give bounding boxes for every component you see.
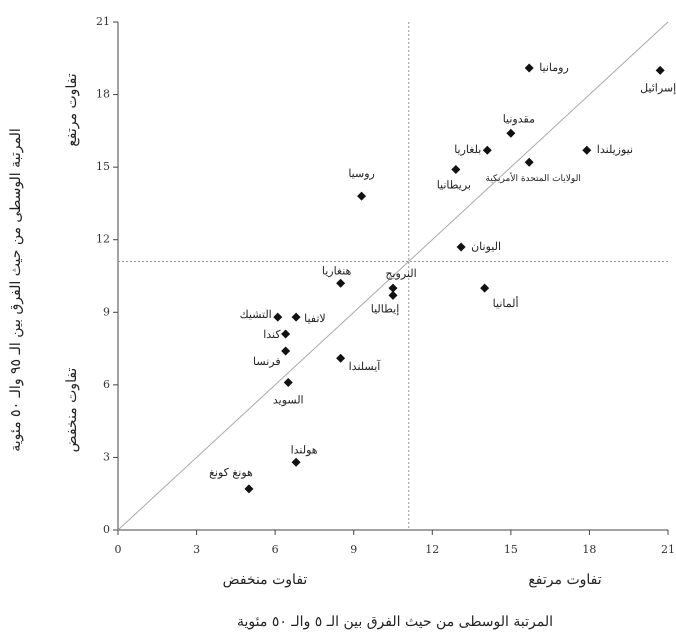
x-tick-label: 12 <box>425 543 439 556</box>
y-tick-label: 15 <box>96 160 110 173</box>
point-label: إسرائيل <box>640 81 676 94</box>
point-label: مقدونيا <box>503 112 535 125</box>
point <box>388 290 398 300</box>
y-axis-label: المرتبة الوسطى من حيث الفرق بين الـ ٩٥ و… <box>8 128 24 452</box>
point-label: النرويج <box>385 267 416 280</box>
x-tick-label: 0 <box>115 543 122 556</box>
y-tick-label: 0 <box>103 523 110 536</box>
x-high-label: تفاوت مرتفع <box>528 572 601 588</box>
point-label: بريطانيا <box>437 179 471 192</box>
point <box>291 312 301 322</box>
y-low-label: تفاوت منخفض <box>64 368 80 453</box>
point <box>336 353 346 363</box>
x-axis-label: المرتبة الوسطى من حيث الفرق بين الـ ٥ وا… <box>237 614 553 630</box>
point <box>291 457 301 467</box>
y-tick-label: 21 <box>96 15 110 28</box>
point <box>456 242 466 252</box>
point-label: الولايات المتحدة الأمريكية <box>486 172 581 184</box>
point <box>244 484 254 494</box>
point <box>655 65 665 75</box>
point <box>283 377 293 387</box>
y-high-label: تفاوت مرتفع <box>64 73 80 146</box>
point <box>524 157 534 167</box>
point <box>336 278 346 288</box>
point <box>273 312 283 322</box>
point-label: فرنسا <box>253 355 281 368</box>
point-label: التشيك <box>240 308 272 321</box>
x-tick-label: 3 <box>193 543 200 556</box>
point-label: لاتفيا <box>304 312 326 325</box>
point-label: بلغاريا <box>454 143 481 156</box>
point-label: كندا <box>263 328 281 341</box>
point <box>582 145 592 155</box>
y-tick-label: 12 <box>96 233 110 246</box>
point-label: نيوزيلندا <box>597 143 633 156</box>
point-label: هونغ كونغ <box>209 466 253 479</box>
point-label: هولندا <box>291 443 318 456</box>
point <box>480 283 490 293</box>
point <box>388 283 398 293</box>
point-label: روسيا <box>348 167 375 180</box>
x-tick-label: 6 <box>272 543 279 556</box>
x-low-label: تفاوت منخفض <box>223 572 308 588</box>
y-tick-label: 6 <box>103 378 110 391</box>
x-tick-label: 21 <box>661 543 675 556</box>
x-tick-label: 18 <box>582 543 596 556</box>
point-label: رومانيا <box>539 61 569 74</box>
point <box>281 346 291 356</box>
point <box>524 63 534 73</box>
point-label: إيطاليا <box>371 302 400 315</box>
y-tick-label: 3 <box>103 450 110 463</box>
point-label: اليونان <box>471 240 501 253</box>
point <box>451 165 461 175</box>
x-tick-label: 15 <box>504 543 518 556</box>
point <box>357 191 367 201</box>
point-label: هنغاريا <box>322 264 352 277</box>
point <box>281 329 291 339</box>
point-label: ألمانيا <box>493 296 519 310</box>
point-label: السويد <box>273 393 304 406</box>
x-tick-label: 9 <box>350 543 357 556</box>
diagonal-line <box>117 21 669 531</box>
point <box>506 128 516 138</box>
point <box>482 145 492 155</box>
y-tick-label: 18 <box>96 88 110 101</box>
point-label: آيسلندا <box>349 360 382 373</box>
y-tick-label: 9 <box>103 305 110 318</box>
